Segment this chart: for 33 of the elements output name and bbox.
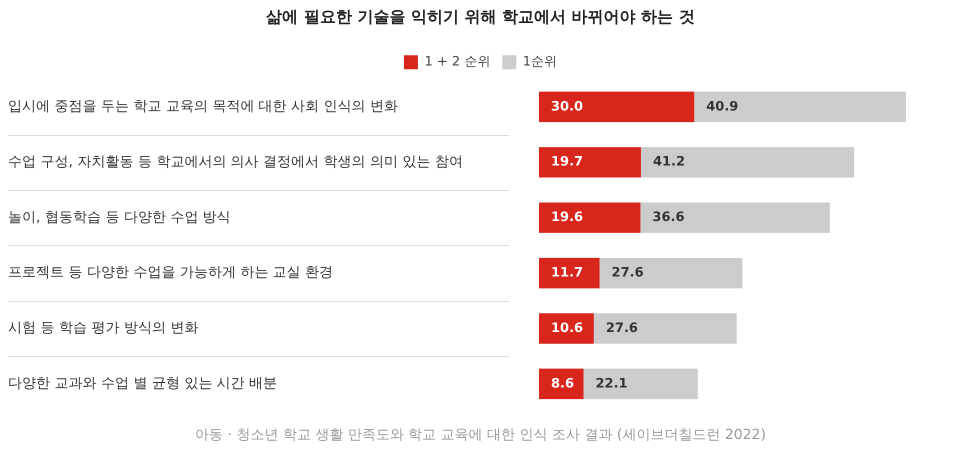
data-label: 30.0 (551, 99, 584, 114)
bar (539, 147, 641, 178)
y-tick-label: 시험 등 학습 평가 방식의 변화 (8, 320, 198, 336)
data-label: 11.7 (551, 265, 584, 280)
data-label: 10.6 (551, 320, 584, 336)
data-label: 41.2 (652, 154, 686, 170)
data-label: 19.6 (551, 210, 584, 226)
data-label: 36.6 (652, 210, 685, 226)
bar (640, 202, 830, 233)
bar (600, 258, 742, 288)
bar (594, 313, 737, 344)
data-label: 27.6 (606, 320, 638, 336)
bar (694, 92, 906, 122)
legend-label: 1 + 2 순위 (424, 54, 490, 70)
data-label: 27.6 (612, 265, 644, 280)
bar (539, 368, 584, 400)
bar (584, 368, 698, 400)
text: 아동 · 청소년 학교 생활 만족도와 학교 교육에 대한 인식 조사 결과 (세이브더칠드런 2022) (194, 426, 767, 444)
y-tick-label: 프로젝트 등 다양한 수업을 가능하게 하는 교실 환경 (8, 264, 334, 281)
bar (640, 147, 854, 178)
data-label: 8.6 (551, 376, 574, 392)
bar (539, 202, 640, 233)
bar (539, 258, 600, 288)
y-tick-label: 놀이, 협동학습 등 다양한 수업 방식 (8, 209, 231, 226)
y-tick-label: 수업 구성, 자치활동 등 학교에서의 의사 결정에서 학생의 의미 있는 참여 (8, 154, 463, 170)
y-tick-label: 다양한 교과와 수업 별 균형 있는 시간 배분 (8, 376, 278, 392)
chart-title: 삶에 필요한 기술을 익히기 위해 학교에서 바뀌어야 하는 것 (266, 6, 695, 26)
data-label: 19.7 (551, 154, 584, 170)
data-label: 22.1 (596, 376, 628, 392)
data-label: 40.9 (706, 99, 738, 114)
bar (539, 92, 694, 122)
legend-label: 1순위 (522, 54, 558, 70)
y-tick-label: 입시에 중점을 두는 학교 교육의 목적에 대한 사회 인식의 변화 (8, 98, 398, 115)
